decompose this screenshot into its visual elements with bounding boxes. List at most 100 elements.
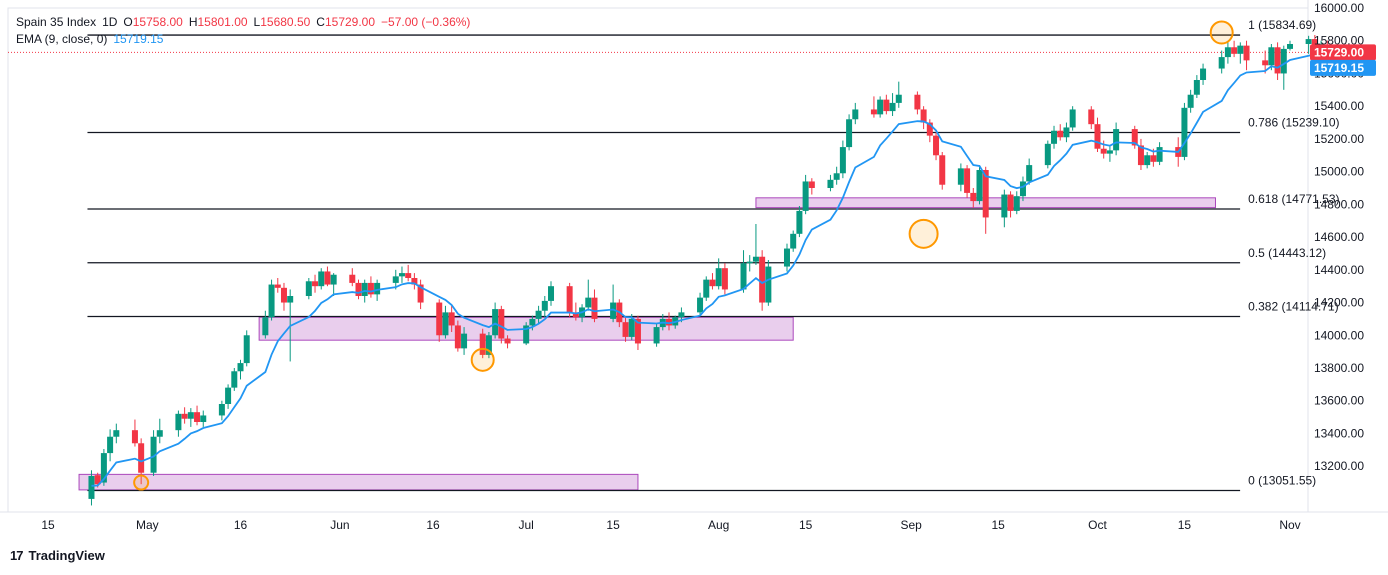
candle-body	[1057, 130, 1064, 138]
brand-name: TradingView	[28, 548, 105, 563]
fib-level-label: 0.786 (15239.10)	[1248, 116, 1339, 130]
time-tick-label: Oct	[1088, 518, 1107, 532]
candle-body	[1100, 148, 1107, 154]
candle-body	[957, 168, 964, 185]
candle-body	[231, 371, 238, 388]
candle-body	[498, 309, 505, 339]
candle-body	[628, 318, 635, 337]
candle-body	[970, 192, 977, 202]
candle-body	[274, 284, 281, 288]
fib-level-label: 0.618 (14771.53)	[1248, 192, 1339, 206]
price-tick-label: 13600.00	[1314, 394, 1364, 408]
candle-body	[392, 276, 399, 283]
candle-body	[572, 312, 579, 318]
candle-body	[715, 268, 722, 287]
candle-body	[827, 179, 834, 188]
candle-body	[1026, 165, 1033, 182]
price-tick-label: 14000.00	[1314, 328, 1364, 342]
candle-body	[243, 335, 250, 364]
fib-level-label: 1 (15834.69)	[1248, 18, 1316, 32]
candle-body	[1013, 196, 1020, 211]
price-tick-label: 13400.00	[1314, 426, 1364, 440]
candle-body	[100, 453, 107, 483]
chart-legend: Spain 35 Index 1D O15758.00 H15801.00 L1…	[16, 14, 470, 48]
price-tick-label: 14600.00	[1314, 230, 1364, 244]
ohlc-row: Spain 35 Index 1D O15758.00 H15801.00 L1…	[16, 14, 470, 31]
candle-body	[883, 99, 890, 112]
candle-body	[312, 281, 319, 287]
candle-body	[653, 327, 660, 344]
candle-body	[187, 412, 194, 419]
symbol-name[interactable]: Spain 35 Index	[16, 15, 97, 29]
fib-level-label: 0.382 (14114.71)	[1248, 300, 1339, 314]
ema-price-tag-bg	[1310, 59, 1376, 76]
time-tick-label: Jul	[518, 518, 533, 532]
candle-body	[349, 274, 356, 283]
price-tick-label: 15400.00	[1314, 99, 1364, 113]
candle-body	[156, 430, 163, 437]
candle-body	[976, 170, 983, 202]
candle-body	[1156, 147, 1163, 162]
candle-body	[1274, 47, 1281, 74]
time-tick-label: 16	[234, 518, 248, 532]
candle-body	[870, 109, 877, 115]
time-tick-label: Jun	[330, 518, 349, 532]
candle-body	[752, 256, 759, 262]
price-tick-label: 13200.00	[1314, 459, 1364, 473]
ema-price-tag: 15719.15	[1314, 61, 1364, 75]
candle-body	[405, 273, 412, 278]
plot-area	[7, 7, 1309, 513]
highlight-marker	[908, 218, 939, 249]
candle-body	[1088, 109, 1095, 125]
candle-body	[181, 413, 188, 419]
candle-body	[610, 302, 617, 319]
price-tick-label: 14400.00	[1314, 263, 1364, 277]
candle-body	[113, 430, 120, 437]
candle-body	[1051, 130, 1058, 144]
candle-body	[889, 102, 896, 112]
candle-body	[796, 210, 803, 234]
candle-body	[374, 282, 381, 295]
candle-body	[783, 248, 790, 267]
interval-label[interactable]: 1D	[102, 15, 118, 29]
candle-body	[839, 147, 846, 174]
highlight-marker	[1209, 20, 1234, 45]
candle-body	[591, 297, 598, 319]
candle-body	[939, 155, 946, 185]
candle-body	[914, 94, 921, 110]
time-tick-label: Sep	[901, 518, 923, 532]
candle-body	[1063, 127, 1070, 138]
candle-body	[280, 287, 287, 303]
candle-body	[492, 309, 499, 336]
candle-body	[485, 335, 492, 355]
candle-body	[1144, 155, 1151, 166]
candle-body	[436, 302, 443, 336]
candle-body	[548, 286, 555, 301]
candle-body	[1280, 48, 1287, 74]
candle-body	[740, 263, 747, 290]
candle-body	[790, 233, 797, 249]
candle-body	[361, 282, 368, 296]
candle-body	[933, 135, 940, 156]
candle-body	[287, 296, 294, 303]
tradingview-brand[interactable]: 17 TradingView	[10, 548, 105, 563]
candle-body	[1200, 68, 1207, 80]
price-tick-label: 14800.00	[1314, 197, 1364, 211]
time-tick-label: Nov	[1279, 518, 1300, 532]
candle-body	[1019, 181, 1026, 197]
candle-body	[622, 322, 629, 337]
candle-body	[1218, 57, 1225, 69]
candle-body	[442, 312, 449, 336]
candle-body	[895, 94, 902, 103]
price-tick-label: 13800.00	[1314, 361, 1364, 375]
ema-line	[91, 51, 1328, 487]
candle-body	[765, 266, 772, 303]
candle-body	[746, 261, 753, 264]
candle-body	[107, 436, 114, 454]
support-zone	[78, 473, 639, 491]
candle-body	[1224, 47, 1231, 58]
candle-body	[330, 274, 337, 285]
candle-body	[1311, 39, 1318, 48]
ema-label[interactable]: EMA (9, close, 0)	[16, 32, 108, 46]
